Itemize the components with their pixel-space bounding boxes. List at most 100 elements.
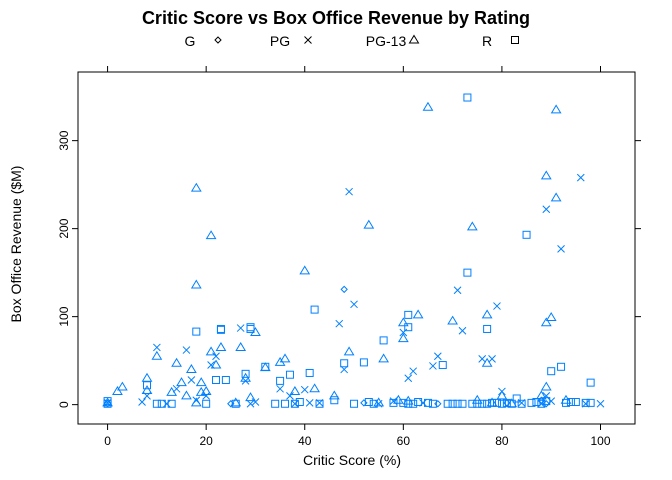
point-r [330, 396, 339, 405]
point-pg-13 [397, 317, 409, 327]
point-r [192, 327, 201, 336]
point-r [586, 378, 595, 387]
point-pg-13 [279, 353, 291, 363]
point-pg-13 [328, 390, 340, 400]
point-r [152, 399, 161, 408]
point-g [340, 285, 348, 294]
point-pg [207, 361, 215, 369]
y-tick-label: 0 [57, 401, 71, 408]
point-pg-13 [141, 372, 153, 382]
point-r [157, 399, 166, 408]
point-pg [478, 355, 487, 363]
point-r [547, 367, 556, 376]
legend-symbol-r [511, 36, 519, 44]
point-pg [557, 245, 565, 253]
point-pg-13 [102, 397, 113, 407]
point-pg-13 [343, 346, 355, 356]
point-pg-13 [190, 182, 202, 192]
point-r [399, 398, 408, 407]
x-axis-label: Critic Score (%) [303, 452, 401, 468]
point-pg [458, 326, 467, 335]
point-pg-13 [205, 346, 217, 356]
point-pg-13 [250, 327, 261, 336]
legend: G PG PG-13 R [185, 33, 519, 49]
point-r [379, 336, 388, 345]
point-pg [138, 398, 146, 406]
point-pg [182, 346, 191, 354]
x-tick-label: 100 [590, 434, 610, 448]
y-tick-label: 200 [57, 218, 71, 238]
point-r [473, 399, 482, 408]
y-tick-label: 300 [57, 130, 71, 150]
data-marks [102, 93, 605, 408]
y-tick-label: 100 [57, 306, 71, 326]
point-pg-13 [190, 279, 202, 289]
point-r [483, 399, 492, 408]
point-r [404, 323, 413, 332]
point-pg-13 [200, 385, 212, 395]
point-pg-13 [289, 385, 301, 395]
point-r [271, 399, 280, 408]
point-r [143, 381, 152, 390]
point-pg-13 [185, 363, 197, 373]
point-r [507, 399, 516, 408]
point-r [276, 376, 285, 385]
point-pg-13 [422, 101, 434, 111]
point-pg-13 [112, 385, 123, 395]
chart-title: Critic Score vs Box Office Revenue by Ra… [142, 8, 530, 28]
point-r [527, 398, 536, 407]
point-pg-13 [309, 383, 320, 393]
point-r [246, 324, 255, 333]
point-r [566, 398, 575, 406]
point-pg [246, 399, 255, 408]
point-r [221, 376, 230, 384]
point-pg [291, 399, 299, 408]
point-r [315, 399, 324, 408]
point-r [216, 325, 225, 334]
legend-label-pg: PG [270, 33, 290, 49]
point-pg [537, 399, 546, 408]
point-pg [236, 324, 245, 332]
point-r [285, 370, 294, 379]
point-pg-13 [210, 359, 222, 369]
point-pg-13 [481, 357, 493, 367]
point-pg [202, 391, 211, 400]
point-pg [153, 343, 161, 352]
point-r [497, 399, 506, 408]
point-pg [345, 187, 353, 196]
legend-symbol-g [214, 36, 222, 44]
point-r [310, 305, 319, 314]
point-r [404, 310, 413, 319]
point-pg-13 [181, 390, 192, 400]
point-pg-13 [171, 357, 182, 367]
point-r [463, 93, 472, 102]
point-g [434, 400, 442, 408]
point-pg-13 [496, 390, 508, 400]
point-pg-13 [373, 397, 385, 407]
point-r [231, 399, 240, 408]
point-r [517, 399, 526, 408]
point-pg-13 [116, 381, 128, 391]
point-pg-13 [299, 265, 311, 275]
point-pg [251, 398, 260, 406]
x-tick-label: 0 [104, 434, 111, 448]
x-axis: 0 20 40 60 80 100 [104, 66, 611, 448]
point-pg [286, 391, 294, 400]
point-pg [493, 302, 501, 310]
point-r [571, 398, 580, 406]
point-pg [404, 374, 413, 383]
point-pg [576, 173, 585, 182]
point-pg [172, 384, 181, 393]
point-pg-13 [166, 386, 178, 396]
point-r [340, 359, 349, 368]
point-r [458, 399, 467, 408]
point-pg [350, 300, 358, 309]
point-r [443, 399, 452, 408]
point-r [428, 399, 437, 408]
legend-symbol-pg-13 [408, 34, 420, 44]
point-pg-13 [195, 377, 207, 387]
point-pg [409, 367, 418, 376]
point-pg-13 [540, 381, 552, 391]
point-pg-13 [190, 397, 202, 407]
